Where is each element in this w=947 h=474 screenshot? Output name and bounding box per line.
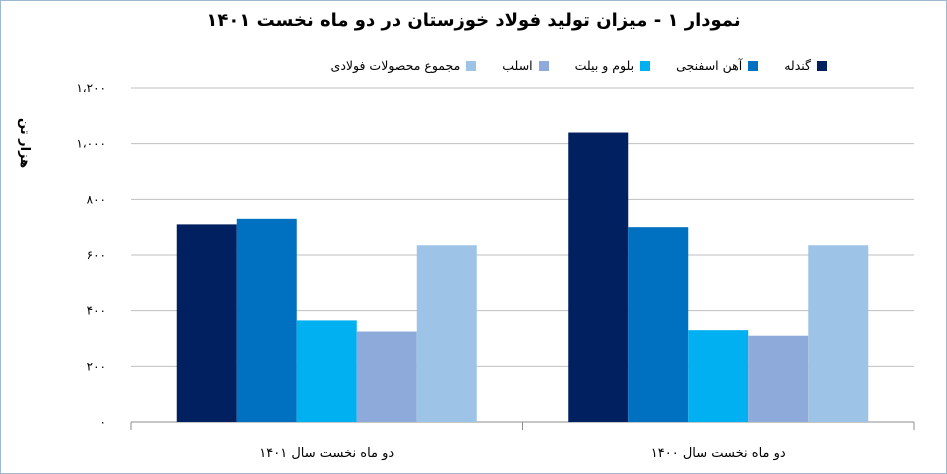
- legend-swatch: [640, 60, 651, 71]
- y-tick-label: ۶۰۰: [87, 248, 106, 262]
- bar: [176, 224, 237, 422]
- bar: [688, 330, 749, 422]
- legend-label: اسلب: [502, 58, 533, 73]
- legend: گندله آهن اسفنجی بلوم و بیلت اسلب مجموع محصو…: [331, 58, 827, 73]
- legend-label: مجموع محصولات فولادی: [330, 58, 461, 73]
- y-tick-label: ۱،۰۰۰: [76, 137, 106, 151]
- y-tick-label: ۰: [100, 415, 106, 429]
- legend-swatch: [538, 60, 549, 71]
- legend-label: بلوم و بیلت: [574, 58, 635, 73]
- legend-item: آهن اسفنجی: [676, 58, 759, 73]
- y-axis-label: هزار تن: [17, 118, 32, 169]
- bar: [416, 245, 477, 422]
- legend-item: مجموع محصولات فولادی: [331, 58, 477, 73]
- chart-title: نمودار ۱ - میزان تولید فولاد خوزستان در …: [206, 10, 741, 31]
- legend-item: بلوم و بیلت: [574, 58, 651, 73]
- legend-swatch: [817, 60, 827, 71]
- legend-label: گندله: [784, 58, 811, 73]
- y-tick-label: ۱،۲۰۰: [76, 81, 106, 95]
- y-tick-label: ۸۰۰: [87, 192, 106, 206]
- legend-item: اسلب: [502, 58, 549, 73]
- legend-item: گندله: [784, 58, 827, 73]
- y-tick-label: ۴۰۰: [87, 304, 106, 318]
- bar: [628, 227, 689, 422]
- bar: [356, 331, 417, 422]
- legend-swatch: [466, 60, 477, 71]
- y-tick-label: ۲۰۰: [87, 359, 106, 373]
- x-tick-label: دو ماه نخست سال ۱۴۰۱: [259, 446, 394, 461]
- bar: [808, 245, 869, 422]
- bar: [748, 335, 809, 422]
- x-tick-label: دو ماه نخست سال ۱۴۰۰: [651, 446, 786, 461]
- legend-label: آهن اسفنجی: [676, 58, 743, 73]
- bar: [296, 320, 357, 422]
- bar: [568, 132, 629, 423]
- bar: [236, 218, 297, 422]
- legend-swatch: [748, 60, 759, 71]
